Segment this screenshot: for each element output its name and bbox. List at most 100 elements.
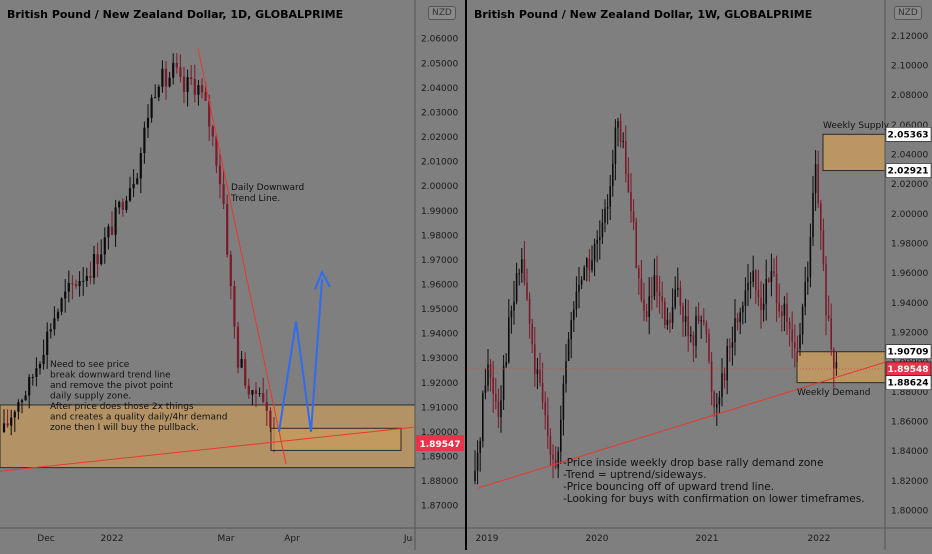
weekly-chart[interactable]: 2.12000 2.10000 2.08000 2.06000 2.04000 2.020… [467,0,932,550]
candle-body [168,77,171,87]
candle-body [822,230,825,264]
weekly-currency-badge[interactable]: NZD [894,6,922,20]
candle-body [544,402,546,416]
candle-body [547,415,549,436]
candle-body [500,400,502,418]
daily-currency-badge[interactable]: NZD [428,6,456,20]
candle-body [110,226,114,235]
candle-body [619,121,622,142]
candle-body [125,200,128,210]
candle-body [482,393,484,442]
strategy-note-line: After price does those 2x things [50,402,194,412]
analysis-note-line: -Price bouncing off of upward trend line… [563,481,774,493]
candle-body [136,178,139,184]
candle-body [736,318,739,323]
candle-body [229,254,232,287]
weekly-demand-label: Weekly Demand [797,388,871,398]
candle-body [175,62,178,68]
candle-body [211,126,214,137]
candle-body [601,222,604,238]
candle-body [100,254,103,265]
weekly-supply-label: Weekly Supply [823,121,890,131]
candle-body [515,273,518,302]
y-tick-label: 1.94000 [421,330,458,340]
upward-trend-line [0,426,416,472]
candle-body [755,270,757,290]
candle-body [830,318,832,350]
y-tick-label: 1.91000 [421,403,458,413]
candle-body [700,320,702,322]
candle-body [593,243,596,261]
candle-body [28,377,31,396]
weekly-chart-title: British Pound / New Zealand Dollar, 1W, … [474,8,813,21]
candle-body [768,278,770,283]
candle-body [661,296,663,302]
candle-body [53,318,56,330]
y-tick-label: 1.92000 [891,329,928,339]
trend-line-annotation: Daily Downward [231,183,304,193]
downward-trend-line [197,48,287,465]
candle-body [692,334,695,346]
y-tick-label: 1.88000 [891,388,928,398]
candle-body [622,141,624,143]
candle-body [614,127,617,164]
candle-body [775,273,778,304]
candle-body [150,97,153,118]
y-tick-label: 2.03000 [421,108,458,118]
weekly-chart-panel[interactable]: 2.12000 2.10000 2.08000 2.06000 2.04000 2.020… [467,0,932,550]
chart-background [467,0,932,550]
candle-body [560,419,562,452]
candle-body [200,85,204,93]
candle-body [781,311,783,316]
candle-body [208,100,211,127]
candle-body [762,303,765,310]
candle-body [222,184,225,204]
candle-body [640,278,643,300]
candle-body [791,329,793,342]
candle-body [24,395,27,401]
candle-body [197,85,200,95]
x-tick-label: 2022 [808,534,831,544]
candle-body [484,385,487,394]
candle-body [557,451,559,468]
candle-body [648,296,650,317]
candle-body [49,329,52,332]
candle-body [204,92,207,101]
candle-body [549,435,552,455]
candle-body [17,402,20,412]
candle-body [773,271,775,274]
candle-body [479,441,481,454]
candle-body [739,312,741,323]
candle-body [627,173,630,193]
daily-chart[interactable]: 2.06000 2.05000 2.04000 2.03000 2.02000 2.010… [0,0,467,550]
candle-body [78,281,81,287]
daily-chart-title: British Pound / New Zealand Dollar, 1D, … [7,8,344,21]
x-tick-label: Mar [218,534,235,544]
candle-body [85,275,88,281]
analysis-note-line: -Looking for buys with confirmation on l… [563,493,865,505]
price-label: 1.89548 [888,365,929,375]
candle-body [96,254,99,265]
price-tag-label: 1.89547 [420,440,461,450]
candle-body [643,299,645,312]
price-tag [416,435,464,452]
candle-body [825,263,827,316]
candle-body [658,291,661,297]
y-tick-label: 2.10000 [891,62,928,72]
candle-body [35,368,38,377]
candle-body [645,311,648,317]
daily-chart-panel[interactable]: 2.06000 2.05000 2.04000 2.03000 2.02000 2.010… [0,0,467,550]
candle-body [820,203,822,231]
candle-body [236,326,240,368]
candle-body [523,259,526,283]
price-axis-bg [415,0,467,550]
candle-body [31,376,34,378]
candle-body [6,423,9,426]
candle-body [674,289,676,308]
candle-body [179,67,182,77]
candle-body [38,364,42,369]
upward-trend-line [476,361,886,489]
candle-body [744,290,747,306]
panel-divider[interactable] [465,0,467,550]
